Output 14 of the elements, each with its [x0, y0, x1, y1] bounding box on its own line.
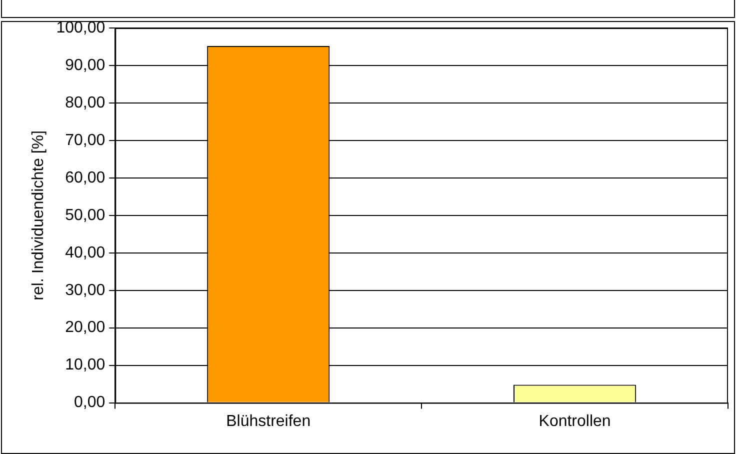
- x-tick-label: Blühstreifen: [226, 412, 311, 430]
- y-tick-label: 30,00: [65, 282, 106, 299]
- y-tick-label: 10,00: [65, 356, 106, 374]
- y-tick-label: 90,00: [65, 56, 106, 74]
- y-tick-label: 50,00: [65, 206, 106, 224]
- y-tick-label: 0,00: [74, 394, 106, 412]
- y-tick-label: 20,00: [65, 319, 106, 336]
- y-tick-label: 70,00: [65, 132, 106, 149]
- y-tick-label: 60,00: [65, 169, 106, 186]
- y-axis-title: rel. Individuendichte [%]: [30, 130, 48, 300]
- y-tick-label: 80,00: [65, 94, 106, 112]
- x-tick-label: Kontrollen: [538, 412, 611, 430]
- y-tick-label: 40,00: [65, 244, 106, 262]
- y-tick-label: 100,00: [56, 19, 106, 36]
